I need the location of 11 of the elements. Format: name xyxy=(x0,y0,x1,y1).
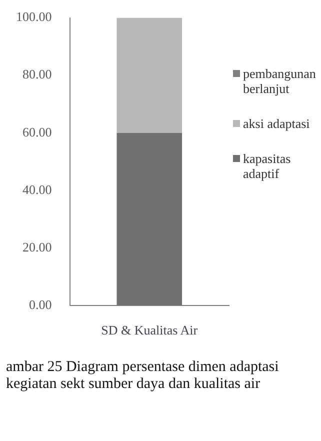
y-tick-label: 40.00 xyxy=(22,182,52,197)
y-tick-label: 100.00 xyxy=(16,9,52,24)
y-tick-label: 80.00 xyxy=(22,66,52,82)
text: ambar 25 Diagram persentase dimen adaptasi kegiatan sekt sumber daya dan kualitas air xyxy=(5,358,280,393)
y-tick-label: 60.00 xyxy=(22,124,52,140)
legend-label: aksi adaptasi xyxy=(243,116,310,131)
legend-label: pembangunan berlanjut xyxy=(243,66,317,96)
y-tick-label: 0.00 xyxy=(29,296,52,312)
x-tick-label: SD & Kualitas Air xyxy=(101,322,198,338)
legend-label: kapasitas adaptif xyxy=(243,151,292,181)
y-tick-label: 20.00 xyxy=(22,239,52,254)
